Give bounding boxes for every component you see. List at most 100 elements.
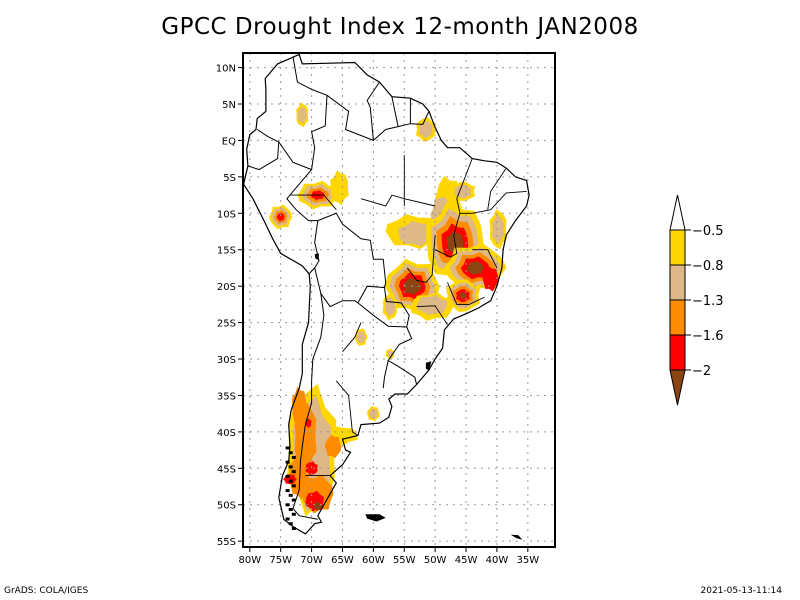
- lake-titicaca: [314, 253, 319, 260]
- drought-contour-level-3: [324, 434, 342, 459]
- drought-contour-level-4: [276, 212, 285, 222]
- y-tick-label: 50S: [217, 501, 236, 512]
- x-tick-label: 70W: [300, 555, 323, 566]
- drought-contour-level-2: [298, 106, 307, 124]
- drought-contour-level-1: [330, 170, 349, 206]
- x-tick-label: 55W: [393, 555, 416, 566]
- drought-contour-level-2: [356, 330, 366, 344]
- colorbar-swatch: [669, 264, 686, 301]
- country-border: [247, 129, 280, 171]
- grads-credit: GrADS: COLA/IGES: [4, 586, 89, 596]
- drought-contour-level-4: [305, 461, 318, 476]
- plot-frame: [242, 52, 556, 548]
- archipelago-island: [288, 479, 293, 483]
- archipelago-island: [288, 493, 293, 497]
- state-border: [472, 249, 498, 269]
- x-tick-label: 40W: [486, 555, 509, 566]
- chart-title: GPCC Drought Index 12-month JAN2008: [161, 14, 639, 40]
- colorbar-label: −0.5: [692, 224, 724, 239]
- state-border: [342, 322, 362, 352]
- lagoa-dos-patos: [425, 361, 432, 371]
- timestamp: 2021-05-13-11:14: [700, 586, 783, 596]
- state-border: [447, 282, 485, 305]
- country-border: [292, 56, 328, 170]
- colorbar-swatch: [669, 229, 686, 266]
- state-border: [487, 167, 507, 210]
- south-georgia: [510, 534, 523, 540]
- archipelago-island: [285, 474, 290, 478]
- colorbar-label: −1.3: [692, 294, 724, 309]
- x-tick-label: 60W: [362, 555, 385, 566]
- falkland-islands: [365, 514, 386, 522]
- drought-contour-level-2: [418, 121, 433, 138]
- x-tick-label: 45W: [455, 555, 478, 566]
- drought-contour-level-5: [459, 292, 467, 299]
- state-border: [290, 194, 337, 210]
- y-tick-label: 15S: [217, 246, 236, 257]
- y-tick-label: 20S: [217, 282, 236, 293]
- country-border: [278, 141, 320, 275]
- drought-contour-level-4: [482, 266, 499, 292]
- archipelago-island: [291, 484, 296, 488]
- y-tick-label: 35S: [217, 391, 236, 402]
- colorbar-label: −1.6: [692, 329, 724, 344]
- y-tick-label: 5N: [222, 100, 236, 111]
- drought-contour-level-2: [416, 294, 448, 316]
- colorbar-swatch: [669, 299, 686, 336]
- colorbar-label: −0.8: [692, 259, 724, 274]
- colorbar-swatch: [669, 334, 686, 371]
- y-tick-label: 5S: [223, 173, 236, 184]
- y-tick-label: 55S: [217, 537, 236, 548]
- state-border: [406, 235, 436, 284]
- drought-contour-level-5: [314, 501, 322, 511]
- y-tick-label: 10S: [217, 209, 236, 220]
- state-border: [456, 158, 527, 214]
- state-border: [416, 305, 448, 326]
- country-border: [357, 287, 410, 328]
- archipelago-island: [285, 460, 290, 464]
- state-border: [305, 464, 343, 477]
- country-border: [292, 293, 325, 520]
- y-tick-label: 10N: [216, 64, 236, 75]
- colorbar-label: −2: [692, 364, 711, 379]
- y-tick-label: 30S: [217, 355, 236, 366]
- archipelago-island: [288, 522, 293, 526]
- country-border: [326, 81, 380, 142]
- archipelago-island: [291, 455, 296, 459]
- colorbar-swatch-below: [669, 369, 686, 406]
- grid-lines: [243, 53, 555, 547]
- archipelago-island: [288, 451, 293, 455]
- y-tick-label: 45S: [217, 464, 236, 475]
- country-border: [317, 212, 387, 288]
- colorbar-swatch-above: [669, 194, 686, 231]
- y-axis: 10N 5N EQ 5S 10S 15S 20S 25S 30S 35S 40S 45S 50S 55S: [216, 64, 243, 548]
- y-tick-label: 40S: [217, 428, 236, 439]
- country-border: [391, 96, 399, 127]
- x-tick-label: 50W: [424, 555, 447, 566]
- archipelago-island: [291, 498, 296, 502]
- archipelago-island: [285, 489, 290, 493]
- archipelago-island: [285, 446, 290, 450]
- drought-contour-level-5: [466, 261, 485, 275]
- x-tick-label: 35W: [517, 555, 540, 566]
- state-border: [335, 380, 359, 436]
- archipelago-island: [291, 512, 296, 516]
- drought-contour-level-2: [492, 215, 505, 244]
- archipelago-island: [285, 503, 290, 507]
- x-axis: 80W 75W 70W 65W 60W 55W 50W 45W 40W 35W: [238, 547, 539, 566]
- country-border: [382, 360, 389, 389]
- y-tick-label: 25S: [217, 319, 236, 330]
- colorbar: −0.5 −0.8 −1.3 −1.6 −2: [669, 194, 724, 406]
- drought-contour-level-2: [398, 221, 435, 247]
- y-tick-label: EQ: [222, 136, 236, 147]
- country-border: [314, 267, 385, 308]
- drought-contour-level-3: [289, 451, 309, 500]
- state-border: [434, 213, 461, 258]
- x-tick-label: 80W: [238, 555, 261, 566]
- drought-contour-level-2: [368, 408, 378, 420]
- archipelago-island: [288, 508, 293, 512]
- archipelago-island: [285, 517, 290, 521]
- archipelago-island: [291, 526, 296, 530]
- x-tick-label: 75W: [269, 555, 292, 566]
